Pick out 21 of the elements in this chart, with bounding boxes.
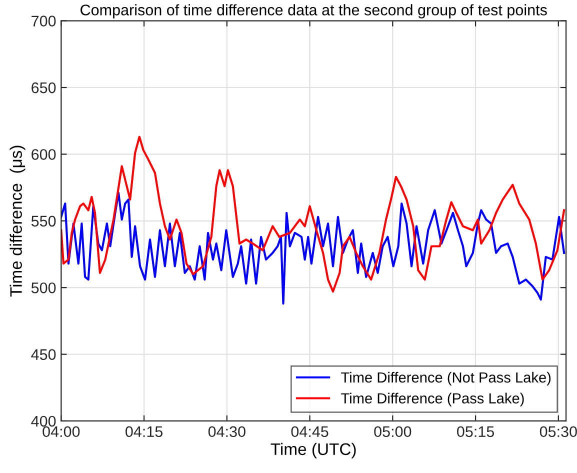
x-tick-label: 04:30 <box>208 426 246 438</box>
y-tick-label: 400 <box>31 416 56 427</box>
x-tick-label: 04:45 <box>291 426 328 438</box>
legend-label: Time Difference (Not Pass Lake) <box>341 372 551 386</box>
y-axis-title: Time difference (μs) <box>10 146 26 297</box>
line-series <box>61 136 566 293</box>
x-axis-title: Time (UTC) <box>270 442 356 458</box>
y-tick-label: 500 <box>31 282 56 294</box>
y-tick-label: 550 <box>31 216 56 227</box>
y-tick-label: 700 <box>32 16 56 26</box>
legend-label: Time Difference (Pass Lake) <box>341 392 524 406</box>
x-tick-label: 04:15 <box>126 426 163 438</box>
line-series <box>61 192 566 305</box>
y-tick-label: 650 <box>32 82 56 94</box>
y-tick-label: 600 <box>32 149 56 160</box>
x-tick-label: 05:30 <box>540 426 577 438</box>
y-tick-label: 450 <box>31 349 56 360</box>
chart-title: Comparison of time difference data at the second group of test points <box>80 4 547 18</box>
x-tick-label: 05:15 <box>457 426 494 438</box>
x-tick-label: 05:00 <box>374 426 412 438</box>
x-tick-label: 04:00 <box>42 426 80 438</box>
